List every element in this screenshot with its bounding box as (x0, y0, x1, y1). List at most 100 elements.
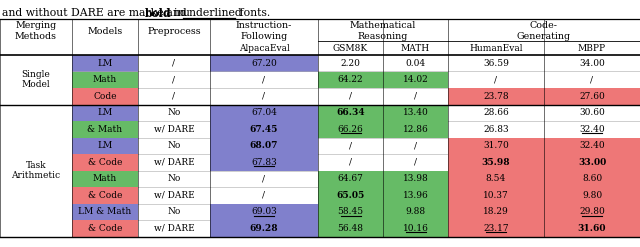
Bar (318, 71, 383, 88)
Text: Math: Math (93, 75, 117, 84)
Bar (544, 138, 640, 154)
Text: 69.03: 69.03 (251, 207, 277, 216)
Text: 32.40: 32.40 (579, 141, 605, 150)
Text: 67.45: 67.45 (250, 125, 278, 134)
Text: 35.98: 35.98 (482, 158, 510, 167)
Bar (544, 170, 640, 187)
Bar (383, 121, 448, 138)
Text: 56.48: 56.48 (337, 224, 364, 233)
Text: /: / (173, 59, 175, 68)
Text: Code-
Generating: Code- Generating (517, 21, 571, 41)
Text: /: / (262, 92, 266, 101)
Text: bold: bold (145, 8, 172, 19)
Bar (383, 104, 448, 121)
Bar (72, 220, 138, 236)
Text: 23.17: 23.17 (483, 224, 509, 233)
Text: /: / (414, 158, 417, 167)
Text: 23.78: 23.78 (483, 92, 509, 101)
Bar (210, 55, 318, 71)
Bar (544, 88, 640, 104)
Bar (318, 220, 383, 236)
Text: 9.88: 9.88 (405, 207, 426, 216)
Text: /: / (262, 191, 266, 200)
Text: Models: Models (88, 26, 123, 36)
Bar (544, 220, 640, 236)
Text: 31.60: 31.60 (578, 224, 606, 233)
Bar (72, 204, 138, 220)
Bar (210, 220, 318, 236)
Text: Code: Code (93, 92, 116, 101)
Text: /: / (349, 141, 352, 150)
Text: Merging
Methods: Merging Methods (15, 21, 57, 41)
Bar (383, 220, 448, 236)
Text: 0.04: 0.04 (405, 59, 426, 68)
Text: No: No (167, 207, 180, 216)
Text: 10.37: 10.37 (483, 191, 509, 200)
Text: LM: LM (97, 59, 113, 68)
Text: 2.20: 2.20 (340, 59, 360, 68)
Text: w/ DARE: w/ DARE (154, 158, 195, 167)
Text: 34.00: 34.00 (579, 59, 605, 68)
Text: & Math: & Math (88, 125, 123, 134)
Bar (72, 104, 138, 121)
Text: /: / (495, 75, 497, 84)
Text: MATH: MATH (401, 44, 430, 53)
Bar (448, 187, 544, 204)
Text: & Code: & Code (88, 191, 122, 200)
Text: MBPP: MBPP (578, 44, 606, 53)
Text: Instruction-
Following: Instruction- Following (236, 21, 292, 41)
Text: 13.40: 13.40 (403, 108, 428, 117)
Bar (448, 220, 544, 236)
Text: 13.96: 13.96 (403, 191, 428, 200)
Text: and: and (163, 8, 190, 18)
Text: /: / (591, 75, 593, 84)
Text: 58.45: 58.45 (337, 207, 364, 216)
Text: Mathematical
Reasoning: Mathematical Reasoning (350, 21, 416, 41)
Text: w/ DARE: w/ DARE (154, 191, 195, 200)
Text: 67.83: 67.83 (251, 158, 277, 167)
Text: GSM8K: GSM8K (333, 44, 368, 53)
Bar (383, 170, 448, 187)
Text: LM & Math: LM & Math (78, 207, 132, 216)
Text: 30.60: 30.60 (579, 108, 605, 117)
Text: 26.83: 26.83 (483, 125, 509, 134)
Bar (210, 121, 318, 138)
Text: 64.22: 64.22 (338, 75, 364, 84)
Bar (318, 204, 383, 220)
Text: 32.40: 32.40 (579, 125, 605, 134)
Text: & Code: & Code (88, 224, 122, 233)
Bar (318, 121, 383, 138)
Bar (72, 187, 138, 204)
Bar (72, 121, 138, 138)
Text: No: No (167, 141, 180, 150)
Bar (448, 204, 544, 220)
Bar (544, 204, 640, 220)
Bar (383, 71, 448, 88)
Text: /: / (173, 75, 175, 84)
Bar (72, 88, 138, 104)
Text: & Code: & Code (88, 158, 122, 167)
Bar (72, 138, 138, 154)
Bar (318, 187, 383, 204)
Bar (448, 154, 544, 170)
Bar (448, 88, 544, 104)
Text: LM: LM (97, 141, 113, 150)
Text: LM: LM (97, 108, 113, 117)
Bar (72, 55, 138, 71)
Text: 36.59: 36.59 (483, 59, 509, 68)
Text: and without DARE are marked in: and without DARE are marked in (2, 8, 188, 18)
Text: Task
Arithmetic: Task Arithmetic (12, 161, 61, 180)
Text: /: / (414, 92, 417, 101)
Text: 29.80: 29.80 (579, 207, 605, 216)
Text: 31.70: 31.70 (483, 141, 509, 150)
Text: 9.80: 9.80 (582, 191, 602, 200)
Bar (544, 187, 640, 204)
Text: /: / (349, 92, 352, 101)
Text: /: / (262, 75, 266, 84)
Bar (210, 138, 318, 154)
Text: 13.98: 13.98 (403, 174, 428, 183)
Text: AlpacaEval: AlpacaEval (239, 44, 289, 53)
Text: No: No (167, 174, 180, 183)
Bar (318, 104, 383, 121)
Bar (72, 170, 138, 187)
